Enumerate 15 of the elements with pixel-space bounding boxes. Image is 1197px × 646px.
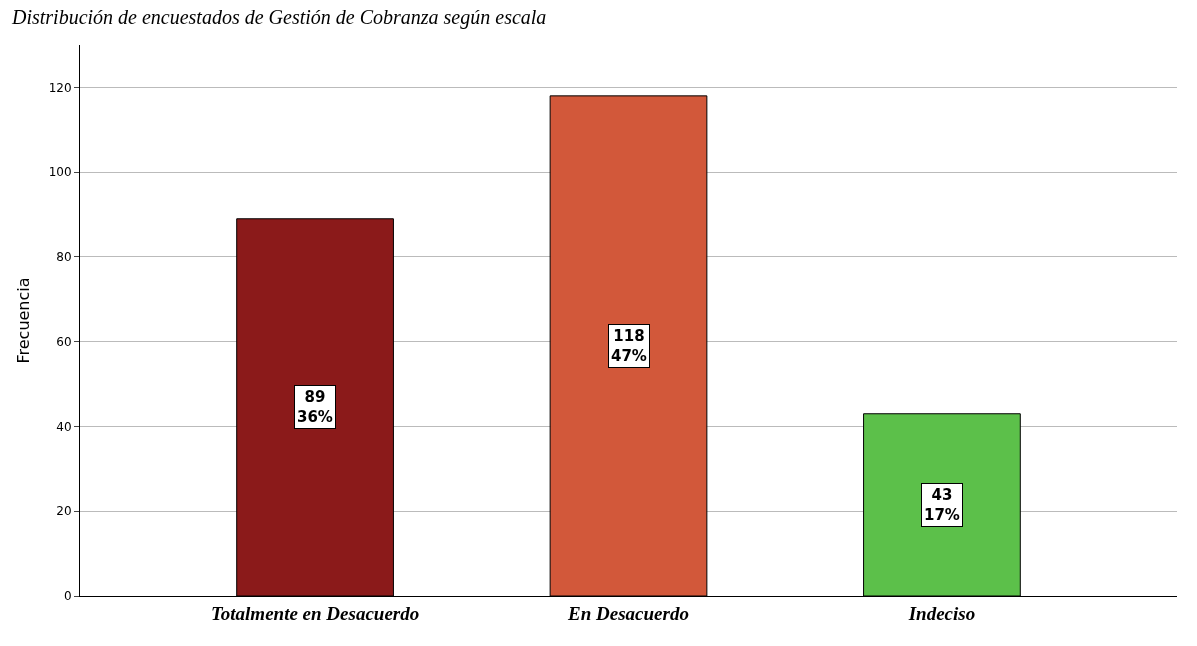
- y-tick-label: 0: [63, 589, 72, 604]
- y-tick-label: 20: [56, 504, 72, 519]
- y-tick-label: 120: [48, 80, 72, 95]
- y-axis-title: Frecuencia: [13, 277, 33, 364]
- y-tick-label: 40: [56, 419, 72, 434]
- y-tick-label: 100: [48, 165, 72, 180]
- chart-title: Distribución de encuestados de Gestión de Cobranza según escala: [10, 5, 547, 29]
- y-tick-label: 60: [56, 334, 72, 349]
- x-tick-label: En Desacuerdo: [567, 602, 689, 624]
- x-tick-label: Indeciso: [907, 602, 976, 624]
- data-label: 118 47%: [611, 327, 647, 365]
- x-tick-label: Totalmente en Desacuerdo: [210, 602, 420, 624]
- y-tick-label: 80: [56, 250, 72, 265]
- data-label: 89 36%: [297, 388, 333, 426]
- data-label: 43 17%: [924, 486, 960, 524]
